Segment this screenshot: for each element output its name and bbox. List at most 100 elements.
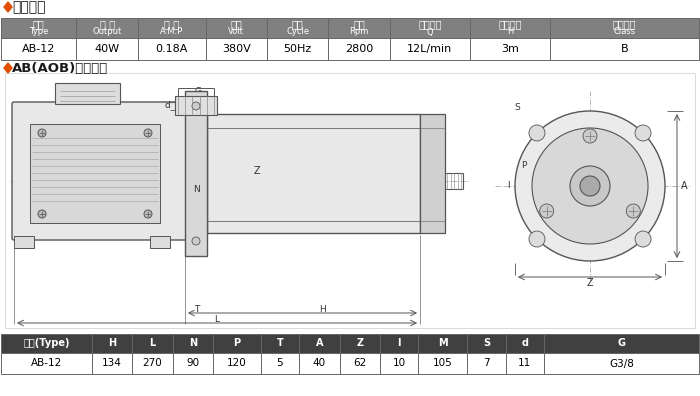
Text: 90: 90 [186, 358, 200, 369]
Circle shape [38, 210, 46, 218]
Circle shape [529, 125, 545, 141]
Text: d: d [164, 101, 170, 110]
Bar [505, 334, 544, 353]
Bar [260, 334, 299, 353]
Bar [175, 96, 217, 115]
Bar [390, 38, 470, 60]
Text: 频率: 频率 [292, 19, 304, 29]
Circle shape [580, 176, 600, 196]
Bar [420, 114, 445, 233]
Text: G: G [617, 339, 626, 348]
Text: 0.18A: 0.18A [155, 44, 188, 54]
Bar [5, 73, 695, 328]
Circle shape [583, 129, 597, 143]
Text: AB-12: AB-12 [31, 358, 62, 369]
Bar [1, 353, 92, 374]
Text: 40W: 40W [94, 44, 120, 54]
Bar [138, 38, 206, 60]
Text: L: L [149, 339, 155, 348]
Text: G3/8: G3/8 [609, 358, 634, 369]
Circle shape [626, 204, 640, 218]
Bar [92, 353, 132, 374]
Circle shape [532, 128, 648, 244]
Text: T: T [195, 305, 200, 314]
Text: 120: 120 [227, 358, 247, 369]
Bar [470, 18, 550, 38]
Text: M: M [592, 177, 600, 187]
Text: Class: Class [614, 27, 636, 36]
Polygon shape [4, 63, 12, 73]
Text: 电压: 电压 [230, 19, 242, 29]
Circle shape [570, 166, 610, 206]
Circle shape [540, 204, 554, 218]
Bar [340, 353, 380, 374]
Bar [468, 334, 505, 353]
Bar [470, 38, 550, 60]
Text: N: N [189, 339, 197, 348]
Text: 62: 62 [353, 358, 366, 369]
Text: A: A [680, 181, 687, 191]
Text: 134: 134 [102, 358, 122, 369]
Text: P: P [233, 339, 241, 348]
Bar [544, 334, 699, 353]
Text: S: S [483, 339, 490, 348]
Bar [550, 38, 699, 60]
Bar [132, 353, 173, 374]
Bar [260, 353, 299, 374]
Bar [299, 353, 340, 374]
Bar [390, 18, 470, 38]
Bar [340, 334, 380, 353]
Circle shape [144, 129, 152, 137]
Text: A.M.P: A.M.P [160, 27, 183, 36]
Text: Output: Output [92, 27, 122, 36]
Circle shape [192, 102, 200, 110]
Text: I: I [507, 181, 510, 190]
Text: L: L [214, 316, 220, 324]
Bar [138, 18, 206, 38]
Text: H: H [319, 305, 326, 314]
Text: AB(AOB)安装尺寸: AB(AOB)安装尺寸 [12, 61, 109, 74]
Text: G: G [195, 86, 202, 95]
Text: Z: Z [587, 278, 594, 288]
Bar [206, 38, 267, 60]
Bar [185, 91, 207, 256]
Text: 380V: 380V [222, 44, 251, 54]
Text: Rpm: Rpm [349, 27, 369, 36]
Text: 11: 11 [518, 358, 531, 369]
Bar [207, 114, 420, 233]
Bar [173, 334, 214, 353]
Text: 12L/min: 12L/min [407, 44, 452, 54]
Bar [380, 334, 419, 353]
Text: Q: Q [426, 27, 433, 36]
Text: 型号: 型号 [33, 19, 45, 29]
Bar [1, 334, 92, 353]
Text: T: T [276, 339, 284, 348]
Circle shape [144, 210, 152, 218]
Bar [132, 334, 173, 353]
Bar [206, 18, 267, 38]
Text: 2800: 2800 [345, 44, 373, 54]
Bar [267, 18, 328, 38]
Bar [328, 18, 390, 38]
Text: 40: 40 [313, 358, 326, 369]
Text: I: I [398, 339, 401, 348]
Text: 10: 10 [393, 358, 406, 369]
Text: Type: Type [29, 27, 48, 36]
Text: 绝缘等级: 绝缘等级 [613, 19, 636, 29]
Circle shape [635, 125, 651, 141]
Text: 50Hz: 50Hz [284, 44, 312, 54]
Text: Cycle: Cycle [286, 27, 309, 36]
Circle shape [38, 129, 46, 137]
Text: H: H [108, 339, 116, 348]
Text: P: P [522, 162, 526, 171]
Text: 270: 270 [143, 358, 162, 369]
Text: d: d [522, 339, 528, 348]
Bar [299, 334, 340, 353]
Bar [505, 353, 544, 374]
Bar [267, 38, 328, 60]
Bar [1, 38, 76, 60]
Text: 最大扬程: 最大扬程 [498, 19, 522, 29]
Circle shape [529, 231, 545, 247]
FancyBboxPatch shape [12, 102, 187, 240]
Text: H: H [507, 27, 513, 36]
